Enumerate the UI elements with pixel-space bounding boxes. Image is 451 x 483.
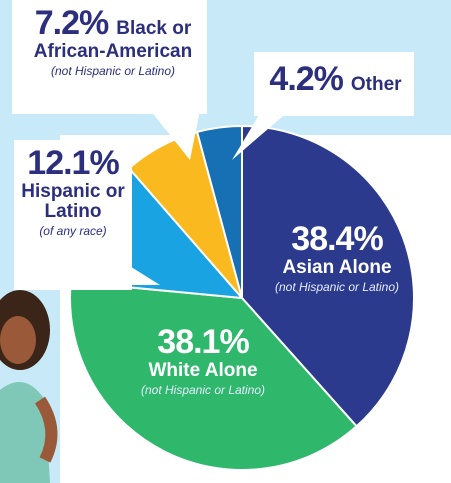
category-label: Other xyxy=(351,74,402,95)
category-label: Asian Alone xyxy=(262,258,412,278)
category-note: (not Hispanic or Latino) xyxy=(18,65,208,78)
category-note: (not Hispanic or Latino) xyxy=(262,281,412,294)
percent-label: 38.4% xyxy=(262,222,412,258)
percent-label: 38.1% xyxy=(118,325,288,361)
percent-label: 7.2% xyxy=(35,4,109,42)
slice-label: 38.4%Asian Alone (not Hispanic or Latino) xyxy=(262,222,412,293)
category-label: Hispanic or Latino xyxy=(14,182,132,222)
percent-label: 4.2% xyxy=(269,60,343,98)
slice-label: 12.1%Hispanic or Latino (of any race) xyxy=(14,146,132,237)
percent-label: 12.1% xyxy=(14,146,132,182)
slice-label: 4.2% Other xyxy=(258,62,413,98)
category-note: (not Hispanic or Latino) xyxy=(118,384,288,397)
category-label: White Alone xyxy=(118,361,288,381)
category-note: (of any race) xyxy=(14,225,132,238)
slice-label: 7.2%Black or African-American(not Hispan… xyxy=(18,6,208,77)
slice-label: 38.1%White Alone (not Hispanic or Latino) xyxy=(118,325,288,396)
infographic: 38.4%Asian Alone (not Hispanic or Latino)… xyxy=(0,0,451,483)
